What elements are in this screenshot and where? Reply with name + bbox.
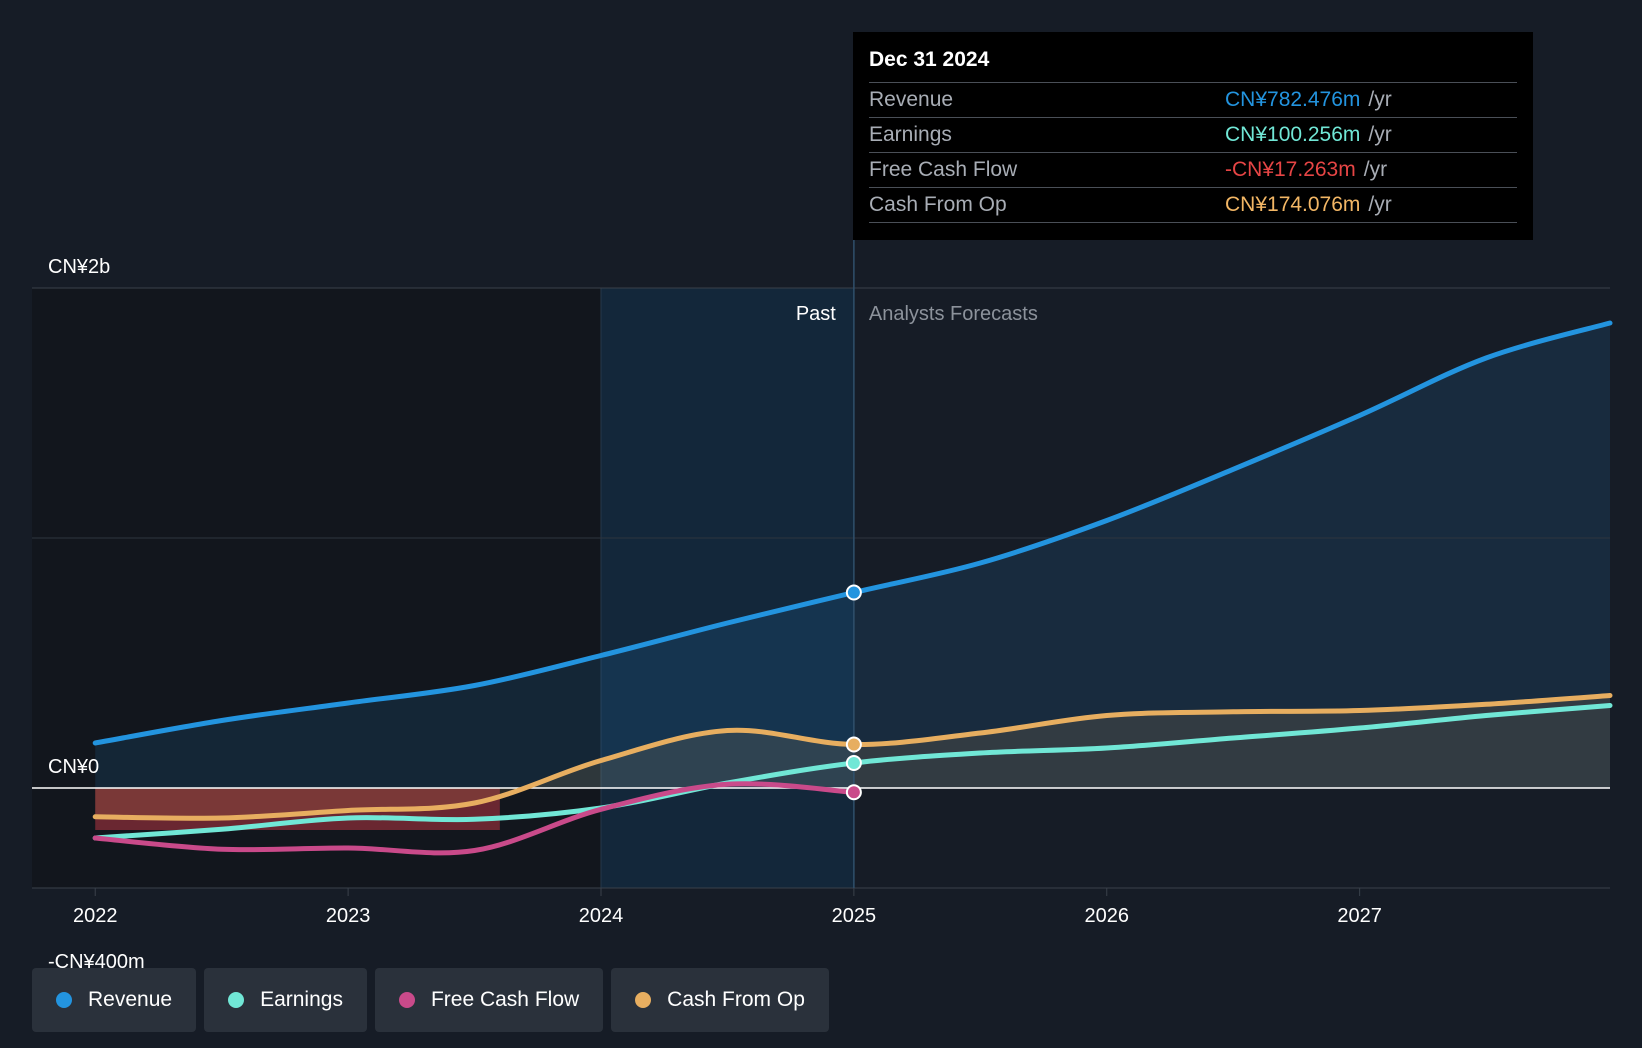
tooltip-row-label: Earnings [869,123,952,146]
legend-dot-icon [56,992,72,1008]
tooltip-row-value: -CN¥17.263m [1225,158,1356,181]
tooltip-row-label: Free Cash Flow [869,158,1018,181]
tooltip-row-label: Revenue [869,88,954,111]
marker-cash-from-op [845,736,862,753]
x-tick-label: 2027 [1337,905,1382,927]
tooltip-row-unit: /yr [1368,193,1392,216]
legend-label: Revenue [88,988,173,1011]
legend-dot-icon [398,992,415,1008]
area-revenue [95,323,1611,788]
tooltip-row-value: CN¥100.256m [1225,123,1361,146]
x-tick-label: 2025 [832,905,877,927]
legend: Revenue Earnings Free Cash Flow Cash From O… [32,968,829,1032]
series-line-free-cash-flow [92,781,857,856]
tooltip-date: Dec 31 2024 [869,46,1517,83]
past-region-label: Past [796,303,836,325]
y-tick-label: CN¥0 [48,756,99,778]
legend-dot-icon [228,992,245,1008]
tooltip-row-unit: /yr [1368,123,1392,146]
x-tick-label: 2023 [326,905,371,927]
legend-item-free-cash-flow[interactable]: Free Cash Flow [374,968,604,1032]
legend-label: Free Cash Flow [430,988,580,1011]
legend-label: Cash From Op [667,988,805,1011]
tooltip-row: Earnings CN¥100.256m/yr [869,118,1517,153]
tooltip-row-unit: /yr [1363,158,1388,181]
tooltip-row: Free Cash Flow -CN¥17.263m/yr [869,153,1517,188]
y-tick-label: -CN¥400m [48,951,145,973]
marker-revenue [845,584,862,601]
tooltip-row-label: Cash From Op [869,193,1007,216]
tooltip-row-unit: /yr [1368,88,1392,111]
legend-label: Earnings [260,988,343,1011]
marker-earnings [845,755,862,771]
tooltip-row: Cash From Op CN¥174.076m/yr [869,188,1517,223]
tooltip: Dec 31 2024 Revenue CN¥782.476m/yr Earning… [853,32,1533,240]
x-tick-label: 2026 [1085,905,1130,927]
x-tick-label: 2022 [73,905,118,927]
tooltip-row: Revenue CN¥782.476m/yr [869,83,1517,118]
marker-free-cash-flow [845,784,862,801]
legend-item-cash-from-op[interactable]: Cash From Op [611,968,829,1032]
tooltip-row-value: CN¥174.076m [1225,193,1361,216]
legend-item-revenue[interactable]: Revenue [32,968,197,1032]
tooltip-row-value: CN¥782.476m [1225,88,1361,111]
legend-item-earnings[interactable]: Earnings [204,968,367,1032]
y-tick-label: CN¥2b [48,256,110,278]
forecast-region-label: Analysts Forecasts [869,303,1038,325]
x-tick-label: 2024 [579,905,624,927]
legend-dot-icon [635,992,652,1008]
